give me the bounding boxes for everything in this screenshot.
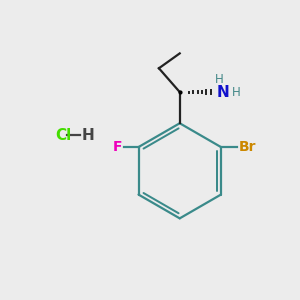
Text: Cl: Cl	[55, 128, 71, 142]
Text: Br: Br	[239, 140, 256, 154]
Text: H: H	[214, 73, 223, 85]
Text: H: H	[82, 128, 94, 142]
Text: F: F	[113, 140, 122, 154]
Text: H: H	[232, 85, 241, 98]
Text: N: N	[217, 85, 230, 100]
